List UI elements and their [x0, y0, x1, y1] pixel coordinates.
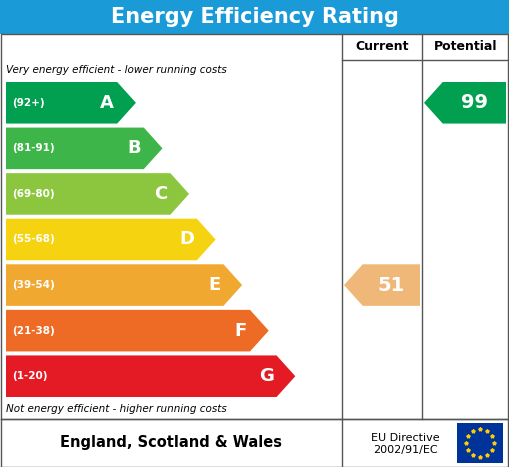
Text: B: B — [127, 139, 141, 157]
Bar — [0, 419, 509, 467]
Text: A: A — [100, 94, 114, 112]
Text: Not energy efficient - higher running costs: Not energy efficient - higher running co… — [6, 404, 227, 414]
Text: Potential: Potential — [434, 41, 497, 54]
Polygon shape — [6, 82, 136, 124]
Text: Very energy efficient - lower running costs: Very energy efficient - lower running co… — [6, 65, 227, 75]
Text: Current: Current — [355, 41, 409, 54]
Text: G: G — [259, 367, 273, 385]
Bar — [0, 0, 509, 34]
Text: England, Scotland & Wales: England, Scotland & Wales — [60, 436, 282, 451]
Polygon shape — [6, 219, 216, 260]
Text: Energy Efficiency Rating: Energy Efficiency Rating — [110, 7, 399, 27]
Text: E: E — [208, 276, 220, 294]
Polygon shape — [344, 264, 420, 306]
Text: EU Directive: EU Directive — [371, 433, 439, 443]
Polygon shape — [6, 310, 269, 352]
Polygon shape — [6, 355, 295, 397]
Polygon shape — [6, 127, 162, 169]
Text: (55-68): (55-68) — [12, 234, 55, 245]
Text: D: D — [179, 231, 194, 248]
Bar — [0, 34, 509, 419]
Text: (69-80): (69-80) — [12, 189, 54, 199]
Text: 2002/91/EC: 2002/91/EC — [373, 445, 437, 455]
Text: (1-20): (1-20) — [12, 371, 47, 381]
Text: 51: 51 — [378, 276, 405, 295]
Polygon shape — [6, 173, 189, 215]
Text: 99: 99 — [461, 93, 488, 112]
Text: (92+): (92+) — [12, 98, 45, 108]
Text: F: F — [235, 322, 247, 340]
Text: (21-38): (21-38) — [12, 325, 55, 336]
Polygon shape — [424, 82, 506, 124]
Text: (39-54): (39-54) — [12, 280, 55, 290]
Bar — [457, 423, 503, 463]
Polygon shape — [6, 264, 242, 306]
Text: (81-91): (81-91) — [12, 143, 54, 153]
Text: C: C — [154, 185, 167, 203]
